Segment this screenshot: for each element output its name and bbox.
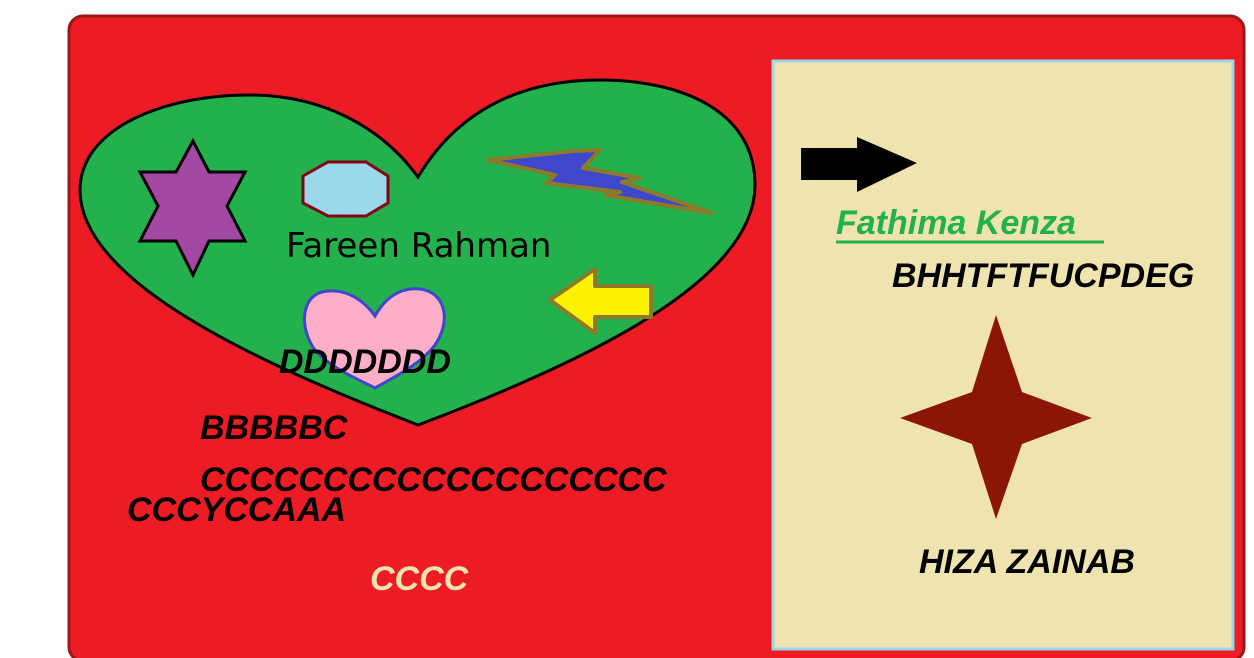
lightning-bolt-icon [486,148,714,215]
letters-bhh: BHHTFTFUCPDEG [892,257,1195,295]
heart-icon [303,287,446,390]
hexagon-icon [301,160,390,218]
arrow-right-icon [801,137,917,192]
letters-bbb: BBBBBC [200,409,348,447]
letters-cccc: CCCC [370,560,469,598]
name-fathima-kenza: Fathima Kenza [836,204,1076,242]
arrow-left-icon [548,267,653,335]
four-point-star-icon [900,315,1092,519]
letters-cccy: CCCYCCAAA [127,491,347,529]
six-point-star-icon [137,137,248,279]
letters-ccc-long: CCCCCCCCCCCCCCCCCCC [200,461,667,499]
letters-ddd: DDDDDDD [279,343,451,381]
name-hiza-zainab: HIZA ZAINAB [919,543,1135,581]
name-fareen-rahman: Fareen Rahman [286,226,552,266]
